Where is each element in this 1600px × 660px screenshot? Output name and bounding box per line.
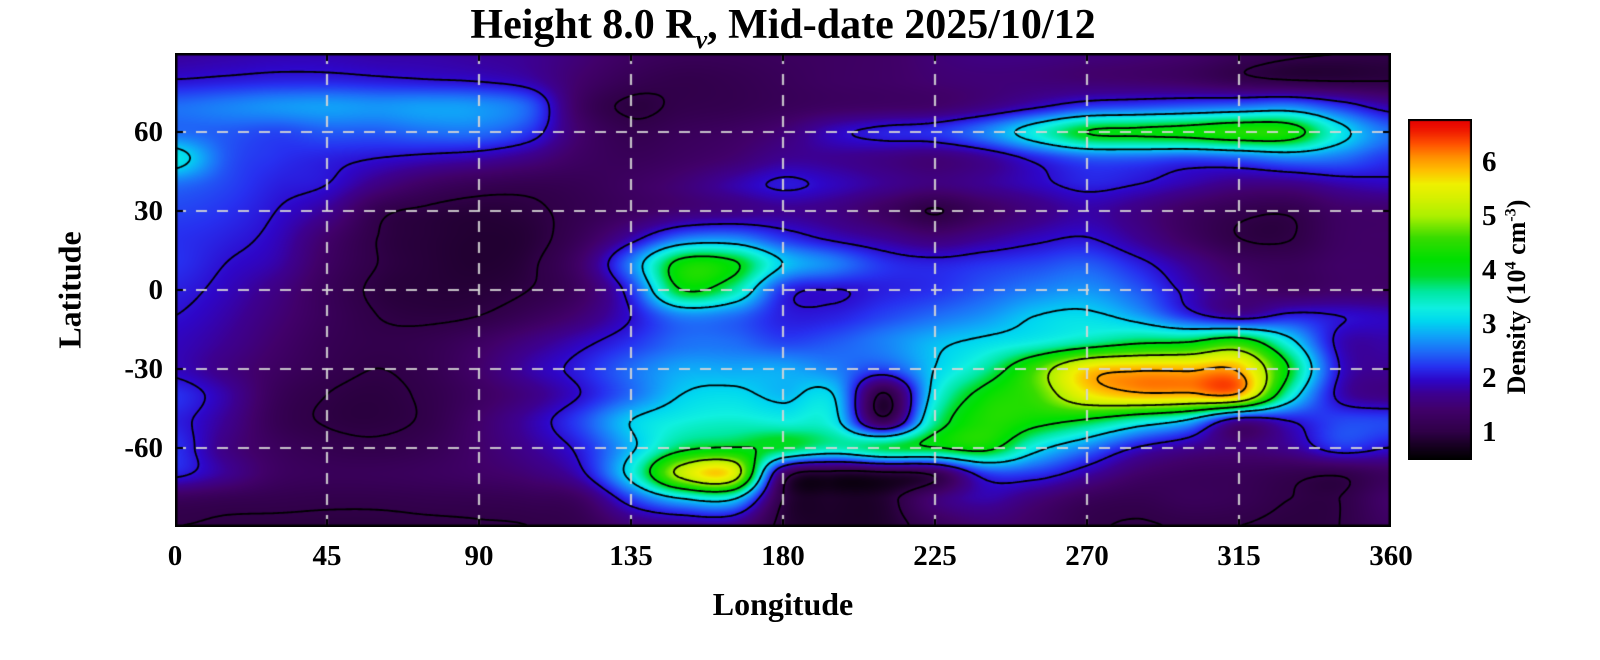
y-tick-label: -60 — [124, 432, 163, 464]
x-tick-label: 225 — [913, 540, 957, 572]
y-axis-label: Latitude — [51, 231, 88, 349]
y-tick-label: 0 — [148, 274, 164, 306]
y-tick-label: -30 — [124, 353, 163, 385]
x-tick-label: 180 — [761, 540, 805, 572]
x-tick-label: 270 — [1065, 540, 1109, 572]
colorbar-tick-label: 4 — [1482, 254, 1497, 287]
y-tick-label: 60 — [134, 116, 163, 148]
x-tick-label: 0 — [167, 540, 183, 572]
colorbar-tick-label: 3 — [1482, 308, 1497, 341]
colorbar-tick-label: 6 — [1482, 146, 1497, 179]
chart-title: Height 8.0 Rv, Mid-date 2025/10/12 — [175, 0, 1391, 65]
x-tick-label: 315 — [1217, 540, 1261, 572]
y-tick-label: 30 — [134, 195, 163, 227]
colorbar-tick-label: 2 — [1482, 361, 1497, 394]
chart-title-prefix: Height 8.0 R — [470, 2, 696, 48]
x-axis-label: Longitude — [712, 586, 854, 622]
heatmap-canvas — [175, 53, 1391, 527]
x-tick-label: 360 — [1369, 540, 1413, 572]
colorbar-tick-label: 1 — [1482, 415, 1497, 448]
x-tick-label: 135 — [609, 540, 653, 572]
colorbar-canvas — [1408, 119, 1472, 460]
chart-title-subscript: v — [695, 25, 708, 54]
x-tick-label: 45 — [312, 540, 342, 572]
colorbar-tick-label: 5 — [1482, 200, 1497, 233]
chart-title-suffix: , Mid-date 2025/10/12 — [707, 2, 1096, 48]
x-tick-label: 90 — [464, 540, 494, 572]
